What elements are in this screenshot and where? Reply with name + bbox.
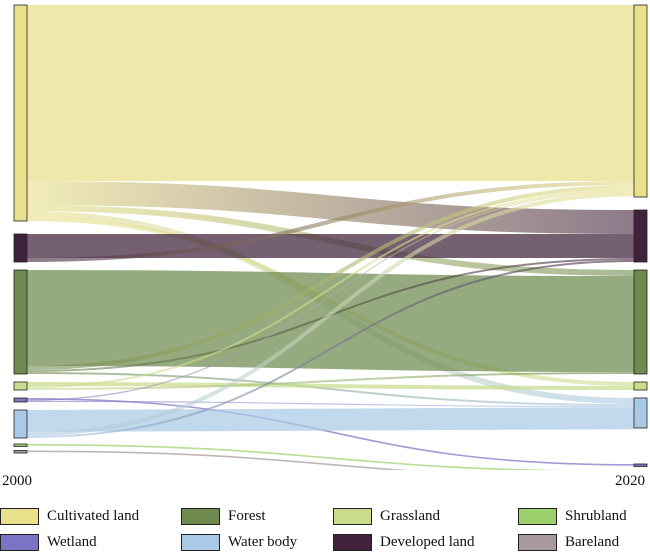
legend-item-grassland: Grassland <box>333 506 440 526</box>
legend-label-water: Water body <box>228 533 298 550</box>
flow-forest-to-forest <box>26 270 635 372</box>
legend-item-wetland: Wetland <box>0 532 97 552</box>
legend-item-cultivated: Cultivated land <box>0 506 139 526</box>
legend-swatch-water <box>181 533 220 551</box>
node-2000-developed <box>13 233 28 263</box>
legend-label-shrubland: Shrubland <box>565 507 627 524</box>
flow-wetland-to-wetland <box>26 398 635 466</box>
sankey-diagram <box>13 4 648 470</box>
legend-label-bareland: Bareland <box>565 533 620 550</box>
legend-item-developed: Developed land <box>333 532 475 552</box>
flow-water-to-developed <box>26 260 635 438</box>
flow-shrubland-to-shrubland <box>26 444 567 470</box>
node-2020-water <box>633 397 648 429</box>
legend-label-grassland: Grassland <box>380 507 440 524</box>
node-2000-water <box>13 409 28 439</box>
legend-item-water: Water body <box>181 532 297 552</box>
flow-water-to-water <box>26 407 635 432</box>
node-2000-cultivated <box>13 4 28 222</box>
year-2020-label: 2020 <box>615 473 645 489</box>
node-2000-wetland <box>13 397 28 403</box>
legend-item-forest: Forest <box>181 506 266 526</box>
land-use-nodes <box>13 4 648 467</box>
legend-swatch-developed <box>333 533 372 551</box>
flow-cultivated-to-developed <box>26 181 635 234</box>
node-2020-wetland <box>633 463 648 467</box>
node-2020-developed <box>633 209 648 263</box>
legend-swatch-cultivated <box>0 507 39 525</box>
legend-swatch-forest <box>181 507 220 525</box>
legend-label-wetland: Wetland <box>47 533 97 550</box>
legend-item-bareland: Bareland <box>518 532 619 552</box>
flow-forest-to-cultivated <box>26 185 635 370</box>
flow-grassland-to-forest <box>26 372 635 390</box>
legend-swatch-bareland <box>518 533 557 551</box>
legend-swatch-grassland <box>333 507 372 525</box>
legend-swatch-shrubland <box>518 507 557 525</box>
flow-grassland-to-grassland <box>26 382 635 390</box>
legend-label-forest: Forest <box>228 507 266 524</box>
node-2000-bareland <box>13 450 28 454</box>
flow-wetland-to-water <box>26 400 635 408</box>
flow-forest-to-water <box>26 372 635 406</box>
legend-swatch-wetland <box>0 533 39 551</box>
legend-item-shrubland: Shrubland <box>518 506 627 526</box>
node-2020-grassland <box>633 381 648 391</box>
legend-label-developed: Developed land <box>380 533 475 550</box>
flow-grassland-to-cultivated <box>26 189 635 388</box>
flow-bareland-to-bareland <box>26 450 408 470</box>
node-2020-forest <box>633 269 648 375</box>
year-2000-label: 2000 <box>2 473 32 489</box>
flow-water-to-cultivated <box>26 192 635 436</box>
node-2000-forest <box>13 269 28 375</box>
node-2020-cultivated <box>633 4 648 198</box>
legend: Cultivated land Forest Grassland Shrubland W… <box>0 503 650 551</box>
node-2000-grassland <box>13 381 28 391</box>
flow-developed-to-cultivated <box>26 181 635 262</box>
legend-label-cultivated: Cultivated land <box>47 507 140 524</box>
flow-wetland-to-cultivated <box>26 191 635 401</box>
flow-links <box>26 4 635 470</box>
node-2000-shrubland <box>13 443 28 447</box>
